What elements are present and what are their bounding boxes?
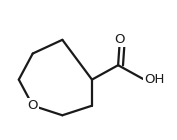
Text: O: O [115, 33, 125, 46]
Text: OH: OH [144, 73, 165, 86]
Text: O: O [27, 99, 38, 112]
